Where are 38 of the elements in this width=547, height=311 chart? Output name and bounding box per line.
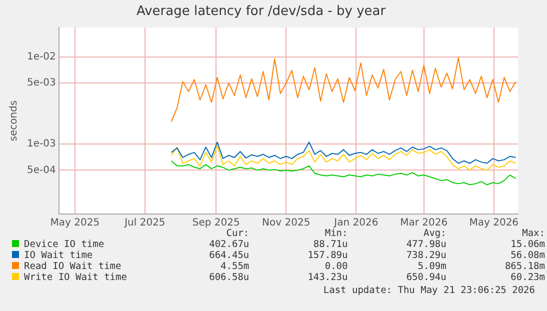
x-tick-label: Mar 2026 [400,218,448,229]
text: 56.08m [510,250,546,261]
text: 664.45u [208,250,250,261]
text: 606.58u [208,272,250,283]
legend-label: Device IO time [23,239,106,250]
text: Avg: [422,228,448,239]
text: 0.00 [324,261,349,272]
text: 88.71u [312,239,349,250]
x-tick-label: Sep 2025 [192,218,240,229]
text: 865.18m [504,261,546,272]
text: 60.23m [510,272,546,283]
y-tick-label: 1e-03 [26,138,56,150]
text: 157.89u [306,250,349,261]
text: 738.29u [405,250,448,261]
legend-label: Write IO Wait time [23,272,128,283]
x-tick-label: May 2026 [469,218,519,229]
text: Last update: Thu May 21 23:06:25 2026 [323,285,535,296]
text: 650.94u [405,272,448,283]
legend-label: IO Wait time [23,250,94,261]
text: Min: [324,228,349,239]
text: 5.09m [416,261,448,272]
x-tick-label: Jan 2026 [333,218,378,229]
legend-label: Read IO Wait time [23,261,122,272]
text: Cur: [225,228,250,239]
text: 4.55m [220,261,250,272]
chart-title: Average latency for /dev/sda - by year [136,4,386,20]
y-tick-label: 5e-03 [26,78,56,89]
x-tick-label: Jul 2025 [124,218,166,229]
y-axis-title: seconds [8,100,20,142]
text: Max: [521,228,546,239]
text: 143.23u [306,272,349,283]
y-tick-label: 5e-04 [26,164,56,176]
y-tick-label: 1e-02 [26,51,56,62]
x-tick-label: Nov 2025 [262,218,310,229]
text: 402.67u [208,239,250,250]
text: 477.98u [405,239,448,250]
text: 15.06m [510,239,546,250]
x-tick-label: May 2025 [50,218,100,229]
